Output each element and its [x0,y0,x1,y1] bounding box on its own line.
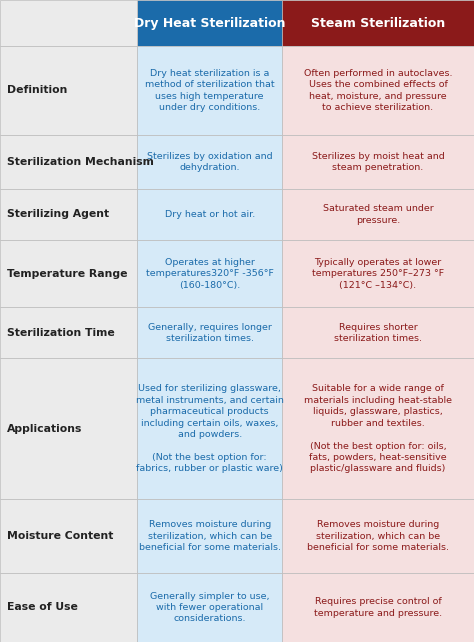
Bar [0,240,137,308]
Text: Sterilizing Agent: Sterilizing Agent [7,209,109,220]
Text: Requires shorter
sterilization times.: Requires shorter sterilization times. [334,323,422,343]
Text: Sterilizes by moist heat and
steam penetration.: Sterilizes by moist heat and steam penet… [311,152,445,172]
Text: Typically operates at lower
temperatures 250°F–273 °F
(121°C –134°C).: Typically operates at lower temperatures… [312,257,444,290]
Text: Dry heat sterilization is a
method of sterilization that
uses high temperature
u: Dry heat sterilization is a method of st… [145,69,274,112]
Bar [282,499,474,573]
Text: Generally, requires longer
sterilization times.: Generally, requires longer sterilization… [148,323,272,343]
Text: Sterilization Mechanism: Sterilization Mechanism [7,157,154,167]
Text: Steam Sterilization: Steam Sterilization [311,17,445,30]
Bar [282,308,474,358]
Bar [282,135,474,189]
Text: Generally simpler to use,
with fewer operational
considerations.: Generally simpler to use, with fewer ope… [150,591,270,623]
Text: Operates at higher
temperatures320°F -356°F
(160-180°C).: Operates at higher temperatures320°F -35… [146,257,273,290]
Text: Used for sterilizing glassware,
metal instruments, and certain
pharmaceutical pr: Used for sterilizing glassware, metal in… [136,385,283,474]
Text: Definition: Definition [7,85,67,96]
Bar [282,46,474,135]
Bar [282,240,474,308]
Bar [282,0,474,46]
Bar [0,189,137,240]
Text: Sterilization Time: Sterilization Time [7,328,115,338]
Text: Removes moisture during
sterilization, which can be
beneficial for some material: Removes moisture during sterilization, w… [307,520,449,552]
Bar [0,308,137,358]
Text: Ease of Use: Ease of Use [7,602,78,612]
Bar [137,46,282,135]
Bar [137,308,282,358]
Bar [0,135,137,189]
Text: Suitable for a wide range of
materials including heat-stable
liquids, glassware,: Suitable for a wide range of materials i… [304,385,452,474]
Text: Requires precise control of
temperature and pressure.: Requires precise control of temperature … [314,597,442,618]
Bar [282,358,474,499]
Bar [137,573,282,642]
Bar [137,358,282,499]
Text: Moisture Content: Moisture Content [7,531,113,541]
Text: Saturated steam under
pressure.: Saturated steam under pressure. [323,204,433,225]
Bar [137,0,282,46]
Text: Often performed in autoclaves.
Uses the combined effects of
heat, moisture, and : Often performed in autoclaves. Uses the … [304,69,452,112]
Bar [0,46,137,135]
Bar [0,358,137,499]
Bar [0,573,137,642]
Bar [282,573,474,642]
Bar [137,240,282,308]
Bar [282,189,474,240]
Text: Dry heat or hot air.: Dry heat or hot air. [164,210,255,219]
Text: Temperature Range: Temperature Range [7,268,128,279]
Bar [0,499,137,573]
Bar [0,0,137,46]
Text: Sterilizes by oxidation and
dehydration.: Sterilizes by oxidation and dehydration. [147,152,273,172]
Bar [137,189,282,240]
Bar [137,135,282,189]
Text: Applications: Applications [7,424,82,434]
Bar [137,499,282,573]
Text: Removes moisture during
sterilization, which can be
beneficial for some material: Removes moisture during sterilization, w… [139,520,281,552]
Text: Dry Heat Sterilization: Dry Heat Sterilization [134,17,285,30]
